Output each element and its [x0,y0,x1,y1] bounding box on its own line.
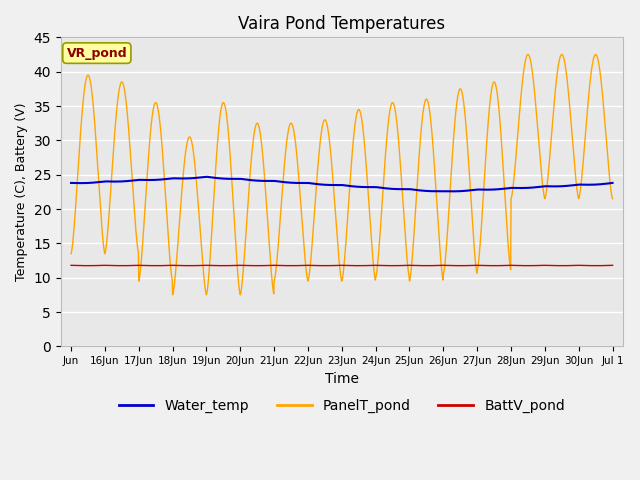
Legend: Water_temp, PanelT_pond, BattV_pond: Water_temp, PanelT_pond, BattV_pond [113,394,571,419]
Text: VR_pond: VR_pond [67,47,127,60]
Y-axis label: Temperature (C), Battery (V): Temperature (C), Battery (V) [15,103,28,281]
Title: Vaira Pond Temperatures: Vaira Pond Temperatures [238,15,445,33]
X-axis label: Time: Time [325,372,359,385]
